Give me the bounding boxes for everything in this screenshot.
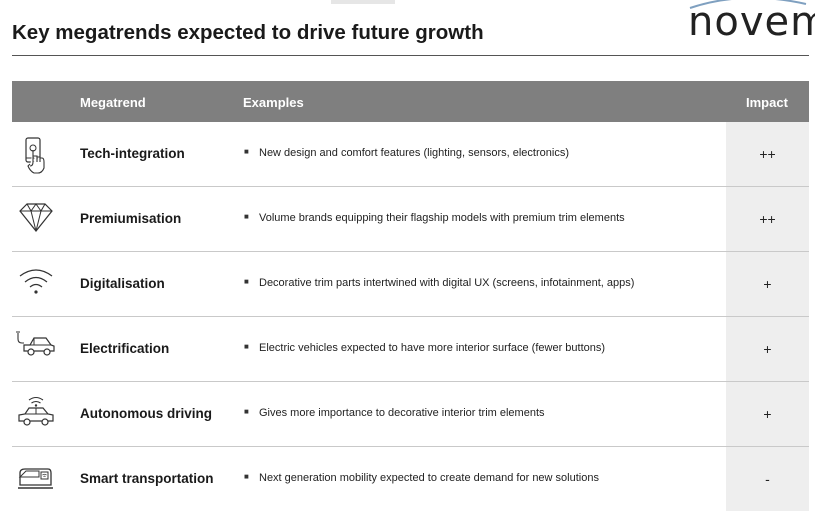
- header-examples: Examples: [243, 95, 304, 110]
- smart-bus-icon: [16, 461, 56, 497]
- impact-value: ++: [759, 211, 776, 227]
- bullet-icon: ■: [244, 277, 249, 286]
- touch-phone-icon: [16, 136, 56, 174]
- bullet-icon: ■: [244, 472, 249, 481]
- impact-value: +: [763, 406, 772, 422]
- table-row: Smart transportation ■ Next generation m…: [12, 447, 809, 511]
- top-tab-marker: [331, 0, 395, 4]
- bullet-icon: ■: [244, 212, 249, 221]
- bullet-icon: ■: [244, 342, 249, 351]
- logo-text: novem: [688, 0, 815, 45]
- megatrends-table: Megatrend Examples Impact Tech-integrati…: [12, 81, 809, 511]
- megatrend-label: Autonomous driving: [80, 406, 212, 421]
- megatrend-label: Premiumisation: [80, 211, 182, 226]
- example-text: Gives more importance to decorative inte…: [259, 407, 545, 419]
- example-text: Next generation mobility expected to cre…: [259, 472, 599, 484]
- impact-value: ++: [759, 146, 776, 162]
- example-text: Decorative trim parts intertwined with d…: [259, 277, 635, 289]
- electric-car-icon: [16, 331, 56, 367]
- bullet-icon: ■: [244, 147, 249, 156]
- impact-value: -: [765, 471, 770, 487]
- example-text: Electric vehicles expected to have more …: [259, 342, 606, 354]
- logo-arc-icon: [689, 0, 807, 9]
- title-divider: [12, 55, 809, 56]
- novem-logo: novem: [684, 0, 815, 46]
- impact-value: +: [763, 276, 772, 292]
- megatrend-label: Digitalisation: [80, 276, 165, 291]
- page-title: Key megatrends expected to drive future …: [12, 21, 484, 44]
- impact-value: +: [763, 341, 772, 357]
- table-row: Digitalisation ■ Decorative trim parts i…: [12, 252, 809, 317]
- impact-cell-bg: [726, 122, 809, 186]
- header-megatrend: Megatrend: [80, 95, 146, 110]
- table-row: Electrification ■ Electric vehicles expe…: [12, 317, 809, 382]
- megatrend-label: Tech-integration: [80, 146, 185, 161]
- impact-cell-bg: [726, 317, 809, 381]
- connected-car-icon: [16, 396, 56, 432]
- megatrend-label: Smart transportation: [80, 471, 214, 486]
- table-header: Megatrend Examples Impact: [12, 81, 809, 122]
- wifi-icon: [16, 266, 56, 302]
- header-impact: Impact: [746, 95, 788, 110]
- example-text: Volume brands equipping their flagship m…: [259, 212, 625, 224]
- table-row: Tech-integration ■ New design and comfor…: [12, 122, 809, 187]
- table-row: Premiumisation ■ Volume brands equipping…: [12, 187, 809, 252]
- example-text: New design and comfort features (lightin…: [259, 147, 569, 159]
- impact-cell-bg: [726, 382, 809, 446]
- megatrend-label: Electrification: [80, 341, 170, 356]
- impact-cell-bg: [726, 447, 809, 511]
- table-row: Autonomous driving ■ Gives more importan…: [12, 382, 809, 447]
- bullet-icon: ■: [244, 407, 249, 416]
- impact-cell-bg: [726, 187, 809, 251]
- impact-cell-bg: [726, 252, 809, 316]
- diamond-icon: [16, 201, 56, 237]
